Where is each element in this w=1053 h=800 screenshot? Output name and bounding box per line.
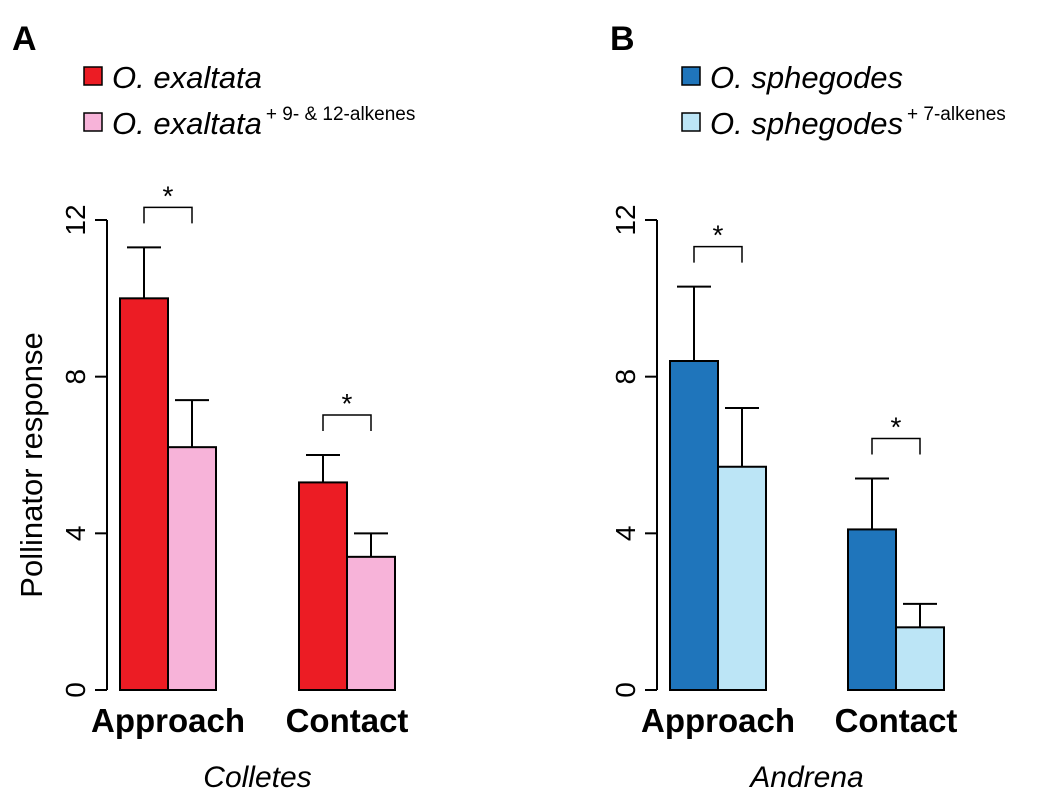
legend-entry: O. exaltata + 9- & 12-alkenes [112, 104, 415, 141]
bar [847, 528, 897, 692]
legend-swatch [83, 66, 103, 86]
legend-series-name: O. exaltata [112, 106, 262, 141]
bar [119, 297, 169, 691]
y-tick-label: 12 [60, 204, 91, 235]
y-tick-label: 0 [610, 682, 641, 698]
x-category-label: Contact [835, 702, 958, 739]
legend-series-name: O. sphegodes [710, 60, 903, 95]
legend-swatch [681, 66, 701, 86]
legend-series-superscript: + 7-alkenes [907, 104, 1006, 125]
bar [895, 626, 945, 691]
significance-bracket [322, 414, 372, 431]
significance-bracket [143, 206, 193, 224]
significance-bracket [693, 245, 743, 263]
y-tick-label: 4 [60, 526, 91, 542]
significance-marker: * [342, 388, 353, 419]
bar [717, 465, 767, 691]
x-axis-label: Colletes [203, 761, 311, 794]
bar [298, 481, 348, 691]
y-tick-label: 0 [60, 682, 91, 698]
legend-series-name: O. exaltata [112, 60, 262, 95]
panel-label: B [610, 20, 635, 58]
legend-swatch [681, 112, 701, 132]
x-category-label: Approach [641, 702, 795, 739]
bar [346, 555, 396, 691]
y-tick-label: 8 [60, 369, 91, 385]
x-category-label: Contact [286, 702, 409, 739]
legend-series-superscript: + 9- & 12-alkenes [266, 104, 415, 125]
panel-label: A [12, 20, 37, 58]
significance-marker: * [713, 220, 724, 251]
significance-marker: * [163, 180, 174, 211]
legend-entry: O. exaltata [112, 60, 262, 95]
bar [167, 446, 217, 691]
significance-marker: * [891, 412, 902, 443]
x-axis-label: Andrena [748, 761, 863, 794]
y-tick-label: 8 [610, 369, 641, 385]
legend-entry: O. sphegodes [710, 60, 903, 95]
y-tick-label: 4 [610, 526, 641, 542]
y-tick-label: 12 [610, 204, 641, 235]
legend-entry: O. sphegodes + 7-alkenes [710, 104, 1006, 141]
y-axis-label: Pollinator response [14, 332, 49, 597]
x-category-label: Approach [91, 702, 245, 739]
legend-swatch [83, 112, 103, 132]
significance-bracket [871, 437, 921, 455]
bar [669, 360, 719, 691]
legend-series-name: O. sphegodes [710, 106, 903, 141]
